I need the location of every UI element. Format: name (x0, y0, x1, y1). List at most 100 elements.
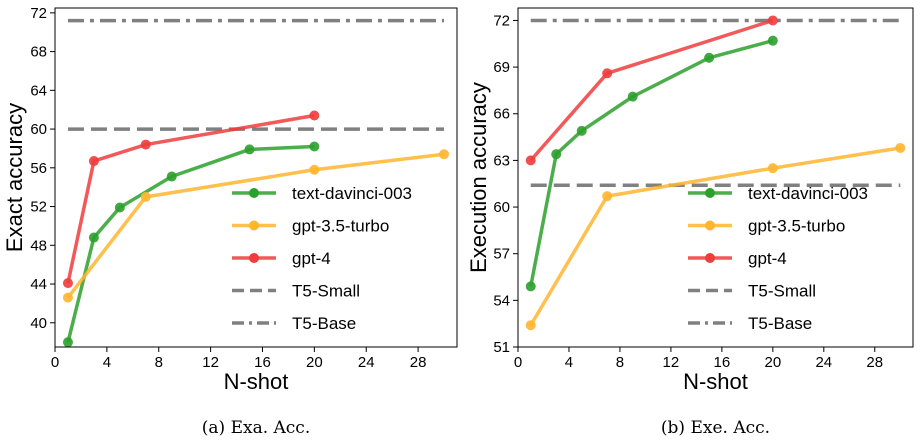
y-tick-label: 57 (493, 246, 510, 263)
legend-label: text-davinci-003 (748, 184, 868, 203)
x-tick-label: 0 (514, 354, 522, 371)
legend-swatch-marker (705, 253, 715, 263)
x-tick-label: 16 (254, 354, 271, 371)
plot-frame (517, 7, 914, 348)
legend-swatch-marker (249, 188, 259, 198)
y-axis-label: Execution accuracy (466, 82, 491, 273)
legend-item-gpt-4: gpt-4 (688, 249, 787, 268)
data-point-gpt-4 (140, 139, 151, 150)
x-tick-label: 4 (103, 354, 111, 371)
data-point-text-davinci-003 (62, 337, 73, 348)
legend-item-text-davinci-003: text-davinci-003 (688, 184, 868, 203)
x-tick-label: 8 (155, 354, 163, 371)
y-tick-label: 66 (493, 106, 510, 123)
data-point-gpt-4 (602, 68, 613, 79)
x-tick-label: 16 (714, 354, 731, 371)
y-tick-label: 56 (30, 160, 47, 177)
figure-caption: (a) Exa. Acc. (202, 418, 310, 438)
x-tick-label: 12 (202, 354, 219, 371)
data-point-text-davinci-003 (704, 52, 715, 63)
data-point-text-davinci-003 (166, 171, 177, 182)
legend-swatch-marker (249, 253, 259, 263)
series-line-gpt-4 (529, 18, 774, 162)
x-tick-label: 20 (306, 354, 323, 371)
legend-label: gpt-4 (292, 249, 331, 268)
y-tick-label: 69 (493, 59, 510, 76)
data-point-gpt-3.5-turbo (895, 142, 906, 153)
data-point-gpt-3.5-turbo (525, 320, 536, 331)
legend: text-davinci-003 gpt-3.5-turbo gpt-4 T5-Sma… (232, 184, 412, 333)
legend-item-gpt-3.5-turbo: gpt-3.5-turbo (688, 217, 845, 236)
chart-panel-exact-accuracy: 0 4 8 12 16 20 24 28404448525660646872N-shotExa… (2, 5, 458, 438)
legend-swatch-marker (249, 220, 259, 231)
data-point-gpt-4 (525, 155, 536, 166)
legend-item-T5-Base: T5-Base (688, 314, 812, 333)
data-point-text-davinci-003 (309, 141, 320, 152)
data-point-text-davinci-003 (576, 125, 587, 136)
y-tick-label: 72 (30, 5, 47, 22)
x-tick-label: 20 (764, 354, 781, 371)
y-tick-label: 40 (30, 315, 47, 332)
data-point-gpt-3.5-turbo (140, 191, 151, 202)
legend-label: T5-Base (748, 314, 812, 333)
chart-panel-execution-accuracy: 0 4 8 12 16 20 24 28 51 54 57 60 63 66 69 72 N-shot Execu… (466, 7, 914, 438)
data-point-gpt-3.5-turbo (602, 191, 613, 202)
legend-item-text-davinci-003: text-davinci-003 (232, 184, 412, 203)
data-point-text-davinci-003 (627, 91, 638, 102)
x-tick-label: 8 (616, 354, 624, 371)
legend-item-T5-Small: T5-Small (688, 282, 816, 301)
legend-label: gpt-3.5-turbo (292, 217, 389, 236)
data-point-text-davinci-003 (244, 144, 255, 155)
series-line-text-davinci-003 (529, 38, 774, 287)
y-tick-label: 54 (493, 292, 510, 309)
data-point-gpt-4 (88, 156, 99, 167)
legend-label: gpt-3.5-turbo (748, 217, 845, 236)
y-tick-label: 64 (30, 82, 47, 99)
data-point-gpt-3.5-turbo (767, 163, 778, 174)
x-tick-label: 28 (410, 354, 427, 371)
data-point-text-davinci-003 (525, 281, 536, 292)
y-tick-label: 44 (30, 276, 47, 293)
x-axis-label: N-shot (224, 369, 289, 394)
y-tick-label: 68 (30, 44, 47, 61)
series-line-gpt-3.5-turbo (66, 152, 445, 299)
y-tick-label: 51 (493, 339, 510, 356)
x-tick-label: 12 (663, 354, 680, 371)
y-tick-label: 63 (493, 152, 510, 169)
y-tick-label: 52 (30, 199, 47, 216)
legend-item-gpt-4: gpt-4 (232, 249, 331, 268)
data-point-text-davinci-003 (88, 232, 99, 243)
series-line-gpt-3.5-turbo (529, 146, 901, 327)
legend-label: gpt-4 (748, 249, 787, 268)
data-point-gpt-4 (62, 278, 73, 289)
legend-swatch-marker (705, 220, 715, 231)
legend-item-gpt-3.5-turbo: gpt-3.5-turbo (232, 217, 389, 236)
plot-frame (54, 7, 458, 348)
y-tick-label: 72 (493, 12, 510, 29)
x-tick-label: 0 (51, 354, 59, 371)
series-line-gpt-4 (66, 113, 315, 284)
x-tick-label: 24 (358, 354, 375, 371)
figure-caption: (b) Exe. Acc. (661, 418, 770, 438)
y-tick-label: 48 (30, 237, 47, 254)
data-point-gpt-3.5-turbo (439, 149, 450, 160)
y-tick-label: 60 (493, 199, 510, 216)
legend-label: text-davinci-003 (292, 184, 412, 203)
y-tick-label: 60 (30, 121, 47, 138)
x-axis-label: N-shot (683, 369, 748, 394)
legend-item-T5-Small: T5-Small (232, 282, 360, 301)
data-point-gpt-4 (767, 15, 778, 26)
data-point-text-davinci-003 (767, 35, 778, 46)
x-tick-label: 28 (866, 354, 883, 371)
legend: text-davinci-003 gpt-3.5-turbo gpt-4 T5-Sma… (688, 184, 868, 333)
data-point-gpt-4 (309, 110, 320, 121)
legend-label: T5-Base (292, 314, 356, 333)
legend-label: T5-Small (292, 282, 360, 301)
legend-swatch-marker (705, 188, 715, 198)
y-axis-label: Exact accuracy (2, 103, 27, 252)
data-point-text-davinci-003 (114, 202, 125, 213)
legend-label: T5-Small (748, 282, 816, 301)
x-tick-label: 4 (565, 354, 573, 371)
data-point-text-davinci-003 (551, 149, 562, 160)
